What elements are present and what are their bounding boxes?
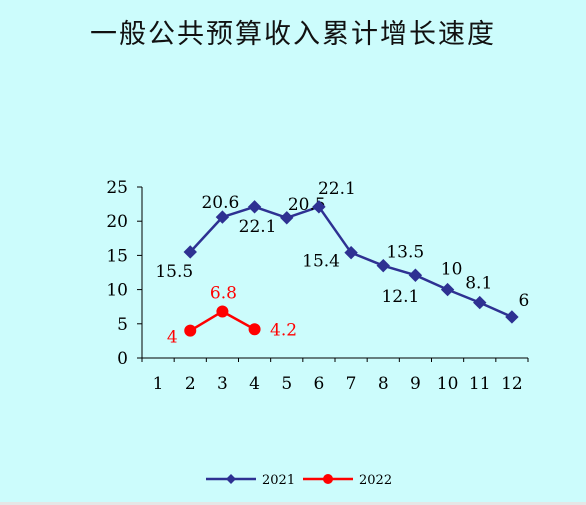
data-label-2022: 4.2 bbox=[270, 320, 297, 340]
bottom-divider bbox=[0, 502, 586, 505]
data-point-2021 bbox=[408, 268, 423, 282]
x-tick-label: 4 bbox=[249, 374, 260, 394]
data-point-2022 bbox=[216, 305, 229, 318]
data-point-2021 bbox=[183, 245, 197, 259]
data-point-2021 bbox=[505, 310, 519, 324]
data-point-2021 bbox=[344, 245, 358, 260]
data-label-2021: 22.1 bbox=[239, 217, 277, 237]
legend-label-2021: 2021 bbox=[262, 473, 295, 488]
y-tick-label: 20 bbox=[106, 212, 128, 232]
y-tick-label: 15 bbox=[106, 246, 128, 266]
chart-title: 一般公共预算收入累计增长速度 bbox=[90, 19, 496, 50]
y-tick-label: 5 bbox=[117, 315, 128, 335]
y-tick-label: 0 bbox=[117, 349, 128, 369]
data-label-2021: 12.1 bbox=[381, 287, 419, 307]
data-label-2021: 6 bbox=[519, 291, 530, 311]
data-label-2021: 13.5 bbox=[386, 243, 424, 263]
x-tick-label: 6 bbox=[314, 374, 325, 394]
data-point-2021 bbox=[312, 200, 326, 214]
x-tick-label: 1 bbox=[153, 374, 164, 394]
y-tick-label: 25 bbox=[106, 178, 128, 198]
data-label-2021: 20.6 bbox=[201, 193, 239, 213]
legend-marker-2022 bbox=[323, 474, 333, 484]
data-point-2021 bbox=[473, 295, 487, 310]
data-label-2022: 4 bbox=[167, 328, 178, 348]
data-label-2021: 8.1 bbox=[465, 274, 492, 294]
data-label-2021: 22.1 bbox=[318, 179, 356, 199]
data-point-2021 bbox=[247, 200, 262, 214]
x-tick-label: 9 bbox=[410, 374, 421, 394]
x-tick-label: 11 bbox=[469, 374, 491, 394]
data-label-2021: 15.4 bbox=[302, 252, 340, 272]
x-tick-label: 2 bbox=[185, 374, 196, 394]
data-point-2021 bbox=[215, 210, 230, 224]
legend-label-2022: 2022 bbox=[359, 473, 392, 488]
data-label-2021: 10 bbox=[441, 260, 463, 280]
data-point-2021 bbox=[376, 258, 390, 273]
data-point-2021 bbox=[280, 211, 294, 225]
legend-marker-2021 bbox=[226, 474, 236, 484]
data-label-2022: 6.8 bbox=[210, 283, 237, 303]
data-point-2022 bbox=[248, 323, 261, 336]
x-tick-label: 5 bbox=[281, 374, 292, 394]
x-tick-label: 7 bbox=[346, 374, 357, 394]
x-tick-label: 8 bbox=[378, 374, 389, 394]
x-tick-label: 3 bbox=[217, 374, 228, 394]
y-tick-label: 10 bbox=[106, 281, 128, 301]
data-point-2022 bbox=[184, 324, 197, 337]
data-label-2021: 15.5 bbox=[155, 262, 193, 282]
x-tick-label: 12 bbox=[501, 374, 523, 394]
x-tick-label: 10 bbox=[437, 374, 459, 394]
data-point-2021 bbox=[440, 282, 455, 297]
